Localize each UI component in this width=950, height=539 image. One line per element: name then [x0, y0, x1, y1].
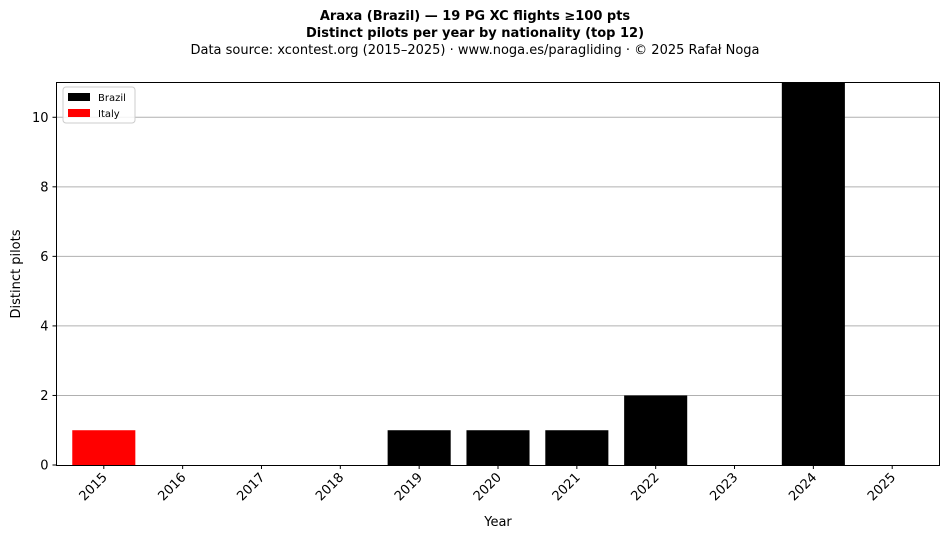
x-tick-label: 2020 — [471, 470, 505, 504]
x-tick-label: 2017 — [234, 470, 268, 504]
chart-subtitle: Distinct pilots per year by nationality … — [305, 26, 645, 41]
legend-label-brazil: Brazil — [98, 93, 126, 104]
legend-label-italy: Italy — [98, 109, 120, 120]
x-tick-label: 2018 — [313, 470, 347, 504]
x-tick-label: 2021 — [550, 470, 584, 504]
x-tick-label: 2016 — [155, 470, 189, 504]
x-tick-label: 2022 — [628, 470, 662, 504]
x-tick-label: 2023 — [707, 470, 741, 504]
y-tick-label: 4 — [40, 319, 48, 334]
chart-title: Araxa (Brazil) — 19 PG XC flights ≥100 p… — [319, 9, 631, 24]
chart-source: Data source: xcontest.org (2015–2025) · … — [190, 43, 760, 58]
y-tick-label: 2 — [40, 389, 48, 404]
x-axis: 2015 2016 2017 2018 2019 2020 2021 2022 2023 2024… — [77, 465, 899, 504]
x-tick-label: 2024 — [786, 470, 820, 504]
y-axis: 0 2 4 6 8 10 — [32, 111, 57, 474]
x-tick-label: 2019 — [392, 470, 426, 504]
x-axis-label: Year — [483, 515, 512, 530]
legend-swatch-brazil — [68, 93, 90, 101]
y-tick-label: 6 — [40, 250, 48, 265]
bar-italy-2015 — [72, 430, 136, 465]
y-tick-label: 10 — [32, 111, 49, 126]
y-tick-label: 8 — [40, 180, 48, 195]
bar-brazil-2019 — [387, 430, 451, 465]
chart-titles: Araxa (Brazil) — 19 PG XC flights ≥100 p… — [0, 8, 950, 59]
y-tick-label: 0 — [40, 459, 48, 474]
legend-swatch-italy — [68, 109, 90, 117]
x-tick-label: 2015 — [77, 470, 111, 504]
y-axis-label: Distinct pilots — [9, 229, 24, 318]
bar-brazil-2022 — [624, 395, 688, 465]
bars — [72, 82, 845, 465]
legend: Brazil Italy — [62, 86, 136, 124]
bar-brazil-2021 — [545, 430, 609, 465]
x-tick-label: 2025 — [865, 470, 899, 504]
bar-brazil-2020 — [466, 430, 530, 465]
bar-brazil-2024 — [781, 82, 845, 465]
